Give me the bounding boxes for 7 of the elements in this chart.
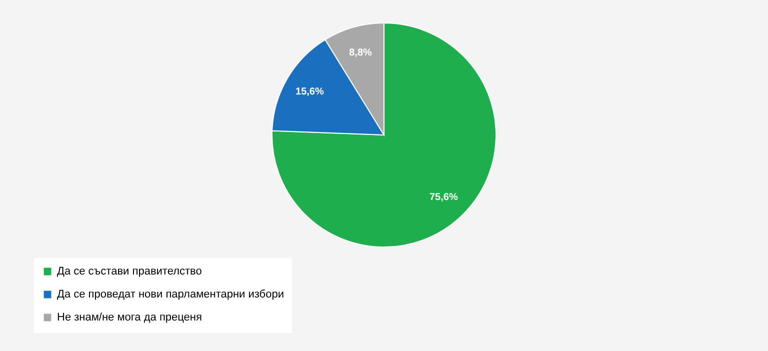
- legend-label: Да се състави правителство: [57, 266, 202, 278]
- data-label: 75,6%: [429, 192, 458, 203]
- legend-label: Не знам/не мога да преценя: [57, 312, 202, 324]
- data-label: 15,6%: [296, 86, 324, 98]
- legend-label: Да се проведат нови парламентарни избори: [57, 288, 284, 300]
- data-label: 8,8%: [349, 47, 372, 58]
- pie-slice: [272, 22, 496, 248]
